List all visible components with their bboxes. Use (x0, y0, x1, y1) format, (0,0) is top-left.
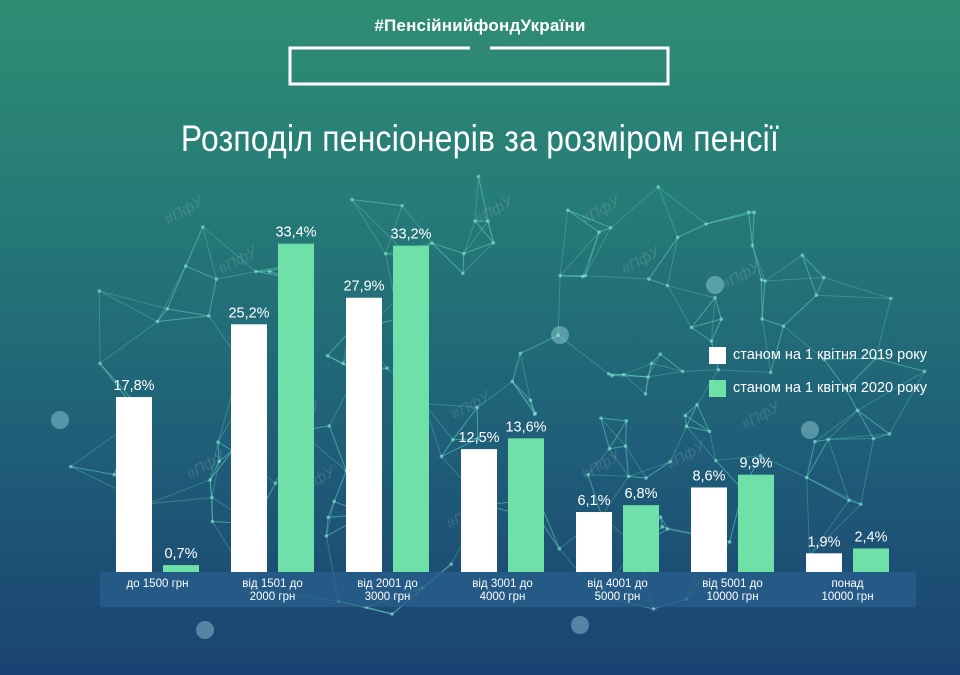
data-label-2019-4: 6,1% (577, 493, 610, 509)
category-label-3: від 3001 до 4000 грн (472, 578, 533, 603)
data-label-2020-4: 6,8% (624, 486, 657, 502)
data-label-2019-5: 8,6% (692, 468, 725, 484)
legend-swatch-2020 (709, 379, 726, 397)
category-label-2: від 2001 до 3000 грн (357, 578, 418, 603)
bar-2019-1 (231, 324, 267, 572)
bar-2020-4 (623, 505, 659, 572)
hashtag-header: #ПенсійнийфондУкраїни (374, 16, 586, 35)
bar-2020-0 (163, 565, 199, 572)
data-label-2020-1: 33,4% (275, 225, 316, 241)
bar-2019-5 (691, 487, 727, 572)
data-label-2020-5: 9,9% (739, 456, 772, 472)
bar-2020-1 (278, 243, 314, 573)
bar-2019-2 (346, 297, 382, 572)
chart-title: Розподіл пенсіонерів за розміром пенсії (180, 118, 780, 159)
data-label-2020-0: 0,7% (164, 546, 197, 562)
bar-2020-3 (508, 438, 544, 572)
bar-2019-3 (461, 449, 497, 572)
category-label-4: від 4001 до 5000 грн (587, 578, 648, 603)
data-label-2020-2: 33,2% (390, 227, 431, 243)
bar-2020-6 (853, 548, 889, 572)
legend-label-2019: станом на 1 квітня 2019 року (733, 347, 928, 363)
data-label-2019-1: 25,2% (228, 305, 269, 321)
bar-2020-2 (393, 245, 429, 573)
legend-swatch-2019 (709, 346, 726, 364)
category-axis-band (100, 572, 916, 607)
header-frame (288, 46, 670, 86)
bar-2019-4 (576, 512, 612, 572)
category-label-1: від 1501 до 2000 грн (242, 578, 303, 603)
category-label-5: від 5001 до 10000 грн (702, 578, 763, 603)
bar-2020-5 (738, 474, 774, 572)
data-label-2020-3: 13,6% (505, 419, 546, 435)
data-label-2019-0: 17,8% (113, 378, 154, 394)
category-label-6: понад 10000 грн (821, 578, 874, 603)
legend: станом на 1 квітня 2019 року станом на 1… (709, 345, 927, 411)
data-label-2019-3: 12,5% (458, 430, 499, 446)
legend-item-2020: станом на 1 квітня 2020 року (709, 378, 927, 398)
bar-2019-0 (116, 397, 152, 572)
bar-2019-6 (806, 553, 842, 572)
category-label-0: до 1500 грн (126, 578, 189, 590)
data-label-2019-6: 1,9% (807, 534, 840, 550)
data-label-2020-6: 2,4% (854, 529, 887, 545)
data-label-2019-2: 27,9% (343, 279, 384, 295)
legend-item-2019: станом на 1 квітня 2019 року (709, 345, 927, 365)
legend-label-2020: станом на 1 квітня 2020 року (733, 380, 928, 396)
